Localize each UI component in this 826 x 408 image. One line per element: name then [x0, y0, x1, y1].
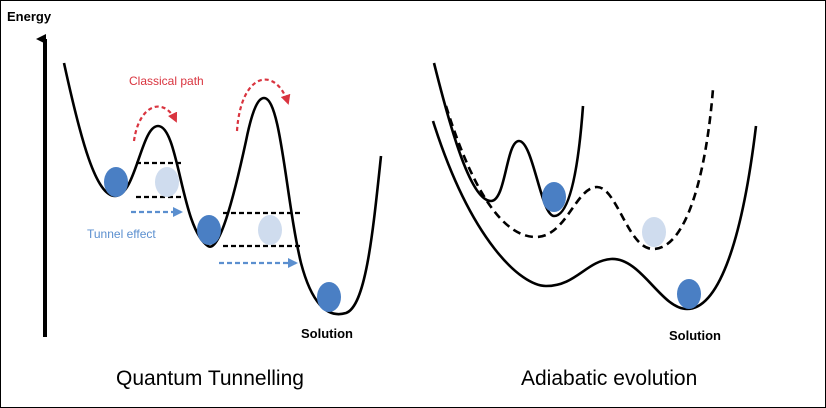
tunnel-effect-label: Tunnel effect	[87, 227, 156, 241]
state-well-1	[104, 167, 128, 197]
state-solution-right	[677, 279, 701, 309]
caption-adiabatic-evolution: Adiabatic evolution	[521, 367, 698, 390]
classical-path-arrow-2	[235, 78, 291, 132]
solution-label-right: Solution	[669, 328, 721, 343]
state-well-2	[197, 215, 221, 245]
state-ghost-2	[258, 215, 282, 245]
classical-path-arrow-1	[132, 105, 178, 142]
adiabatic-intermediate-curve	[444, 88, 715, 251]
energy-axis-label: Energy	[7, 9, 52, 24]
adiabatic-initial-curve	[432, 62, 585, 218]
classical-path-label: Classical path	[129, 74, 204, 88]
state-solution-left	[317, 282, 341, 312]
solution-label-left: Solution	[301, 326, 353, 341]
state-adiabatic-ghost	[642, 217, 666, 247]
state-ghost-1	[155, 167, 179, 197]
state-adiabatic-initial	[542, 182, 566, 212]
adiabatic-final-curve	[431, 120, 758, 311]
caption-quantum-tunnelling: Quantum Tunnelling	[116, 367, 304, 390]
